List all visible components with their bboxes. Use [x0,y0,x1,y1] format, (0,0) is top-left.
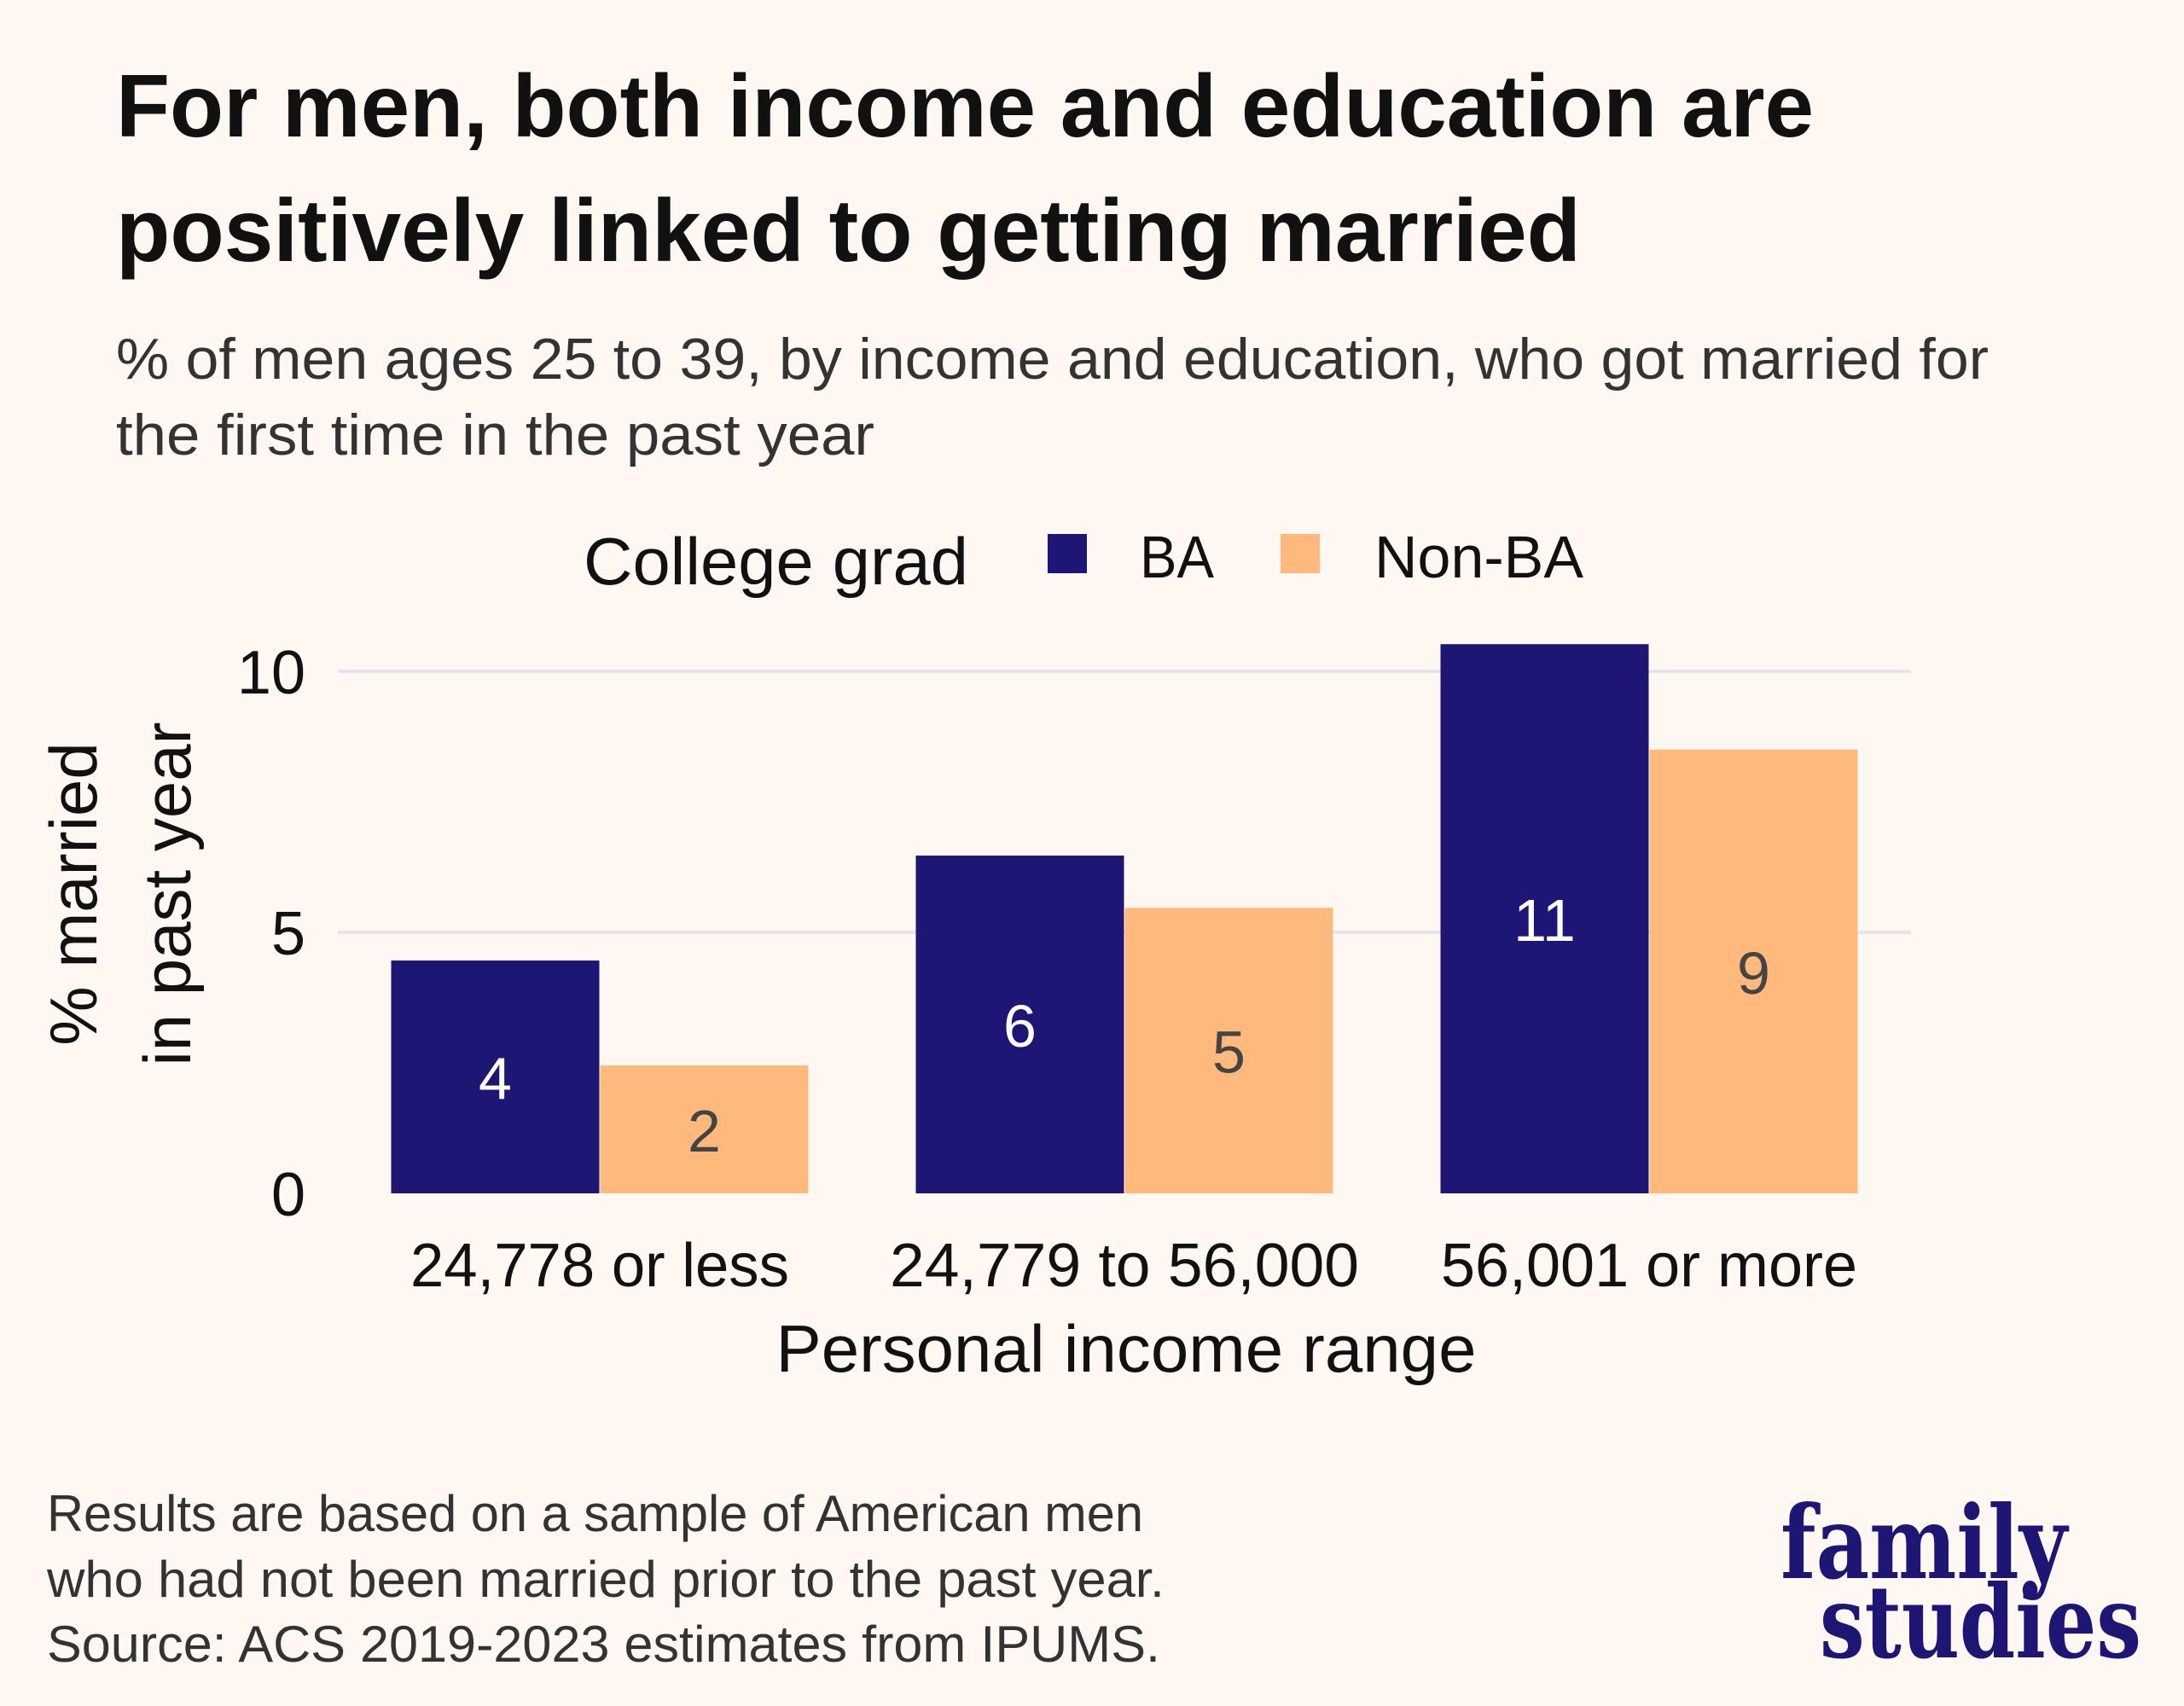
y-tick-label-0: 0 [271,1161,305,1229]
x-tick-label-3: 56,001 or more [1441,1232,1857,1300]
bar-label-non-ba-1: 2 [688,1098,721,1164]
bar-label-non-ba-3: 9 [1737,940,1770,1007]
gridlines [338,670,1911,934]
y-tick-label-10: 10 [237,639,305,707]
x-tick-label-1: 24,778 or less [410,1232,789,1300]
bar-ba-3 [1440,644,1649,1193]
footer-note: Results are based on a sample of America… [46,1485,1165,1673]
y-axis-title-line-2-group: in past year [130,722,205,1065]
footer-line-2: who had not been married prior to the pa… [46,1551,1165,1608]
chart-title-line-2: positively linked to getting married [116,182,1581,281]
y-axis-ticks: 0 5 10 [237,639,305,1229]
x-axis-tick-labels: 24,778 or less 24,779 to 56,000 56,001 or … [410,1232,1857,1300]
legend-title: College grad [584,524,968,599]
y-tick-label-5: 5 [271,900,305,968]
chart-subtitle-line-2: the first time in the past year [116,403,874,467]
y-axis-title: % married [36,742,111,1045]
y-axis-title-line-2: in past year [130,722,205,1065]
bar-non-ba-1 [600,1065,809,1193]
bar-label-non-ba-2: 5 [1212,1019,1246,1086]
legend-swatch-ba [1048,534,1087,573]
bar-non-ba-2 [1124,908,1333,1193]
bar-label-ba-3: 11 [1513,887,1576,954]
logo-line-2: studies [1820,1563,2141,1681]
bar-non-ba-3 [1649,749,1858,1193]
family-studies-logo: family studies [1780,1483,2141,1681]
x-tick-label-2: 24,779 to 56,000 [890,1232,1359,1300]
chart-subtitle-line-1: % of men ages 25 to 39, by income and ed… [116,327,1989,392]
legend-label-ba: BA [1140,524,1214,590]
chart-title-line-1: For men, both income and education are [116,57,1814,156]
x-axis-title: Personal income range [776,1311,1477,1386]
legend-label-non-ba: Non-BA [1374,524,1583,590]
footer-line-1: Results are based on a sample of America… [47,1485,1143,1542]
bar-label-ba-2: 6 [1003,993,1037,1059]
bars [391,644,1858,1193]
legend-swatch-non-ba [1281,534,1320,573]
bar-label-ba-1: 4 [479,1046,512,1112]
bar-labels: 4 6 11 2 5 9 [479,887,1770,1164]
y-axis-title-line-1: % married [36,742,111,1045]
bar-ba-2 [915,856,1124,1193]
logo-line-1: family [1780,1483,2070,1602]
footer-line-3: Source: ACS 2019-2023 estimates from IPU… [47,1616,1160,1673]
bar-ba-1 [391,960,600,1193]
legend: College grad BA Non-BA [584,524,1583,599]
